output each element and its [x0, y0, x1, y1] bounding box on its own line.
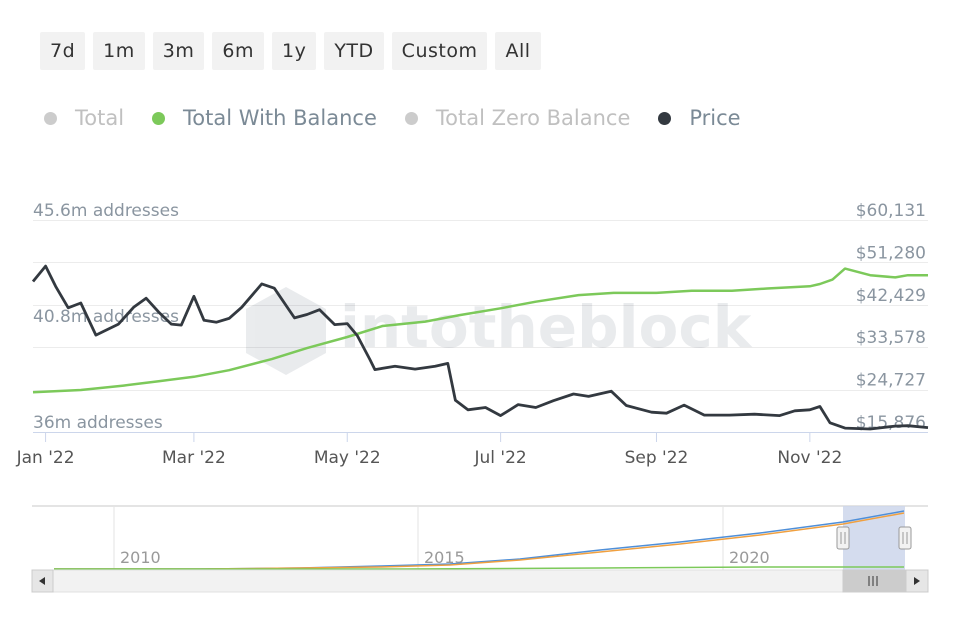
legend-dot-price	[658, 111, 672, 125]
scrollbar-left-button[interactable]	[31, 569, 54, 593]
legend-item-total-with-balance[interactable]: Total With Balance	[152, 106, 377, 130]
series-layer	[31, 264, 929, 431]
series-line-total-with-balance	[32, 267, 928, 394]
scrollbar-right-button[interactable]	[905, 569, 929, 593]
navigator-line-with-balance	[54, 566, 904, 570]
range-1y-button[interactable]: 1y	[271, 32, 317, 70]
right-axis-tick-label: $33,578	[856, 328, 926, 348]
range-1m-button[interactable]: 1m	[93, 32, 145, 70]
range-ytd-button[interactable]: YTD	[324, 32, 384, 70]
left-axis-labels: 36m addresses 40.8m addresses 45.6m addres…	[33, 201, 179, 433]
right-axis-labels: $15,876$24,727$33,578$42,429$51,280$60,1…	[856, 201, 926, 433]
navigator-year-2015: 2015	[424, 548, 465, 567]
legend-item-price[interactable]: Price	[658, 106, 741, 130]
navigator-year-2010: 2010	[120, 548, 161, 567]
x-axis-tick-label: Mar '22	[162, 448, 226, 468]
x-axis-tick-label: Sep '22	[625, 448, 689, 468]
right-axis-tick-label: $24,727	[856, 371, 926, 391]
navigator-handle-left[interactable]	[836, 526, 850, 550]
arrow-right-icon	[914, 577, 920, 585]
arrow-left-icon	[39, 577, 45, 585]
legend-item-total-zero-balance[interactable]: Total Zero Balance	[404, 106, 631, 130]
x-axis-tick-label: Jan '22	[16, 448, 75, 468]
legend-item-total[interactable]: Total	[44, 106, 124, 130]
left-axis-tick-label: 36m addresses	[33, 413, 163, 433]
x-axis-tick-label: Jul '22	[473, 448, 526, 468]
chart-legend: Total Total With Balance Total Zero Bala…	[44, 106, 769, 130]
watermark-text: intotheblock	[340, 293, 753, 361]
x-axis: Jan '22 Mar '22 May '22 Jul '22 Sep '22 Nov '…	[16, 432, 928, 468]
right-axis-tick-label: $60,131	[856, 201, 926, 221]
navigator-handle-right[interactable]	[898, 526, 912, 550]
navigator-line-total	[54, 510, 905, 570]
range-all-button[interactable]: All	[495, 32, 541, 70]
legend-label-total-with-balance: Total With Balance	[183, 106, 377, 130]
range-7d-button[interactable]: 7d	[40, 32, 86, 70]
navigator-year-2020: 2020	[729, 548, 770, 567]
right-axis-tick-label: $42,429	[856, 286, 926, 306]
watermark: intotheblock	[246, 287, 753, 375]
legend-dot-total-with-balance	[152, 111, 166, 125]
navigator-selected-range[interactable]	[843, 506, 905, 570]
legend-dot-total-zero-balance	[404, 111, 418, 125]
x-axis-tick-label: May '22	[314, 448, 381, 468]
range-selector: 7d 1m 3m 6m 1y YTD Custom All	[40, 32, 541, 70]
navigator-line-zero-balance	[54, 512, 905, 570]
range-custom-button[interactable]: Custom	[391, 32, 488, 70]
legend-label-total-zero-balance: Total Zero Balance	[435, 106, 631, 130]
range-3m-button[interactable]: 3m	[152, 32, 205, 70]
right-axis-tick-label: $51,280	[856, 243, 926, 263]
scrollbar-track[interactable]	[31, 569, 929, 593]
left-axis-tick-label: 40.8m addresses	[33, 307, 179, 327]
range-6m-button[interactable]: 6m	[212, 32, 264, 70]
legend-label-total: Total	[75, 106, 125, 130]
legend-label-price: Price	[689, 106, 741, 130]
series-line-price	[31, 264, 929, 431]
watermark-logo-icon	[246, 287, 326, 375]
x-axis-tick-label: Nov '22	[777, 448, 842, 468]
left-axis-tick-label: 45.6m addresses	[33, 201, 179, 221]
navigator: 2010 2015 2020	[31, 505, 929, 593]
legend-dot-total	[44, 111, 57, 125]
scrollbar-thumb[interactable]	[842, 569, 906, 593]
